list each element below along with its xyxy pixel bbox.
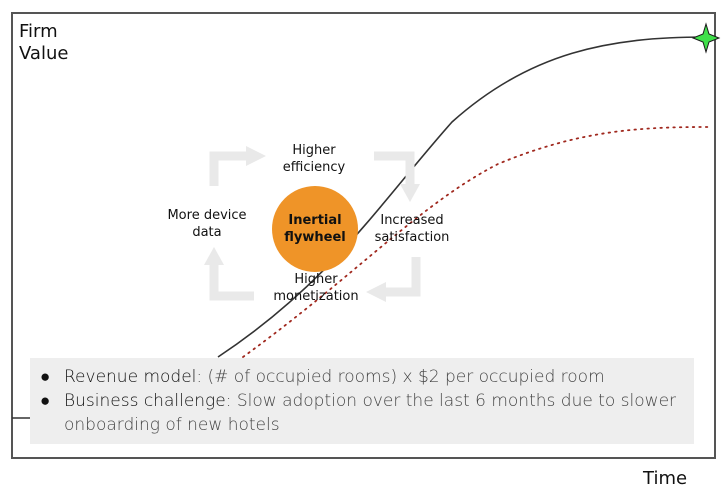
cycle-label-left: More device data bbox=[167, 208, 247, 240]
bullet-text: : (# of occupied rooms) x $2 per occupie… bbox=[196, 367, 605, 387]
flywheel-circle: Inertial flywheel bbox=[272, 186, 358, 272]
bullet-dot: ● bbox=[40, 367, 51, 387]
cycle-label-top: Higher efficiency bbox=[282, 143, 346, 175]
curved-arrow-icon bbox=[209, 151, 421, 301]
solid-value-curve bbox=[12, 36, 707, 419]
curved-arrow-icon bbox=[204, 146, 420, 302]
cycle-label-bottom: Higher monetization bbox=[273, 272, 359, 304]
bullet-title: Business challenge bbox=[64, 391, 226, 411]
bullet-item-challenge: ● Business challenge: Slow adoption over … bbox=[30, 389, 694, 437]
plot-frame bbox=[11, 12, 716, 459]
x-axis-label: Time bbox=[643, 468, 688, 489]
y-axis-label: Firm Value bbox=[19, 21, 69, 64]
bullet-list: ● Revenue model: (# of occupied rooms) x … bbox=[30, 358, 694, 437]
bullet-dot: ● bbox=[40, 391, 51, 411]
cycle-label-right: Increased satisfaction bbox=[374, 213, 450, 245]
dotted-value-curve bbox=[242, 126, 709, 358]
bullet-title: Revenue model bbox=[64, 367, 197, 387]
bullet-item-revenue: ● Revenue model: (# of occupied rooms) x … bbox=[30, 365, 694, 389]
bullet-text: : Slow adoption over the last 6 months d… bbox=[64, 391, 677, 435]
bullet-box: ● Revenue model: (# of occupied rooms) x … bbox=[30, 358, 694, 444]
green-star-icon bbox=[691, 22, 721, 54]
flywheel-label: Inertial flywheel bbox=[284, 213, 346, 245]
